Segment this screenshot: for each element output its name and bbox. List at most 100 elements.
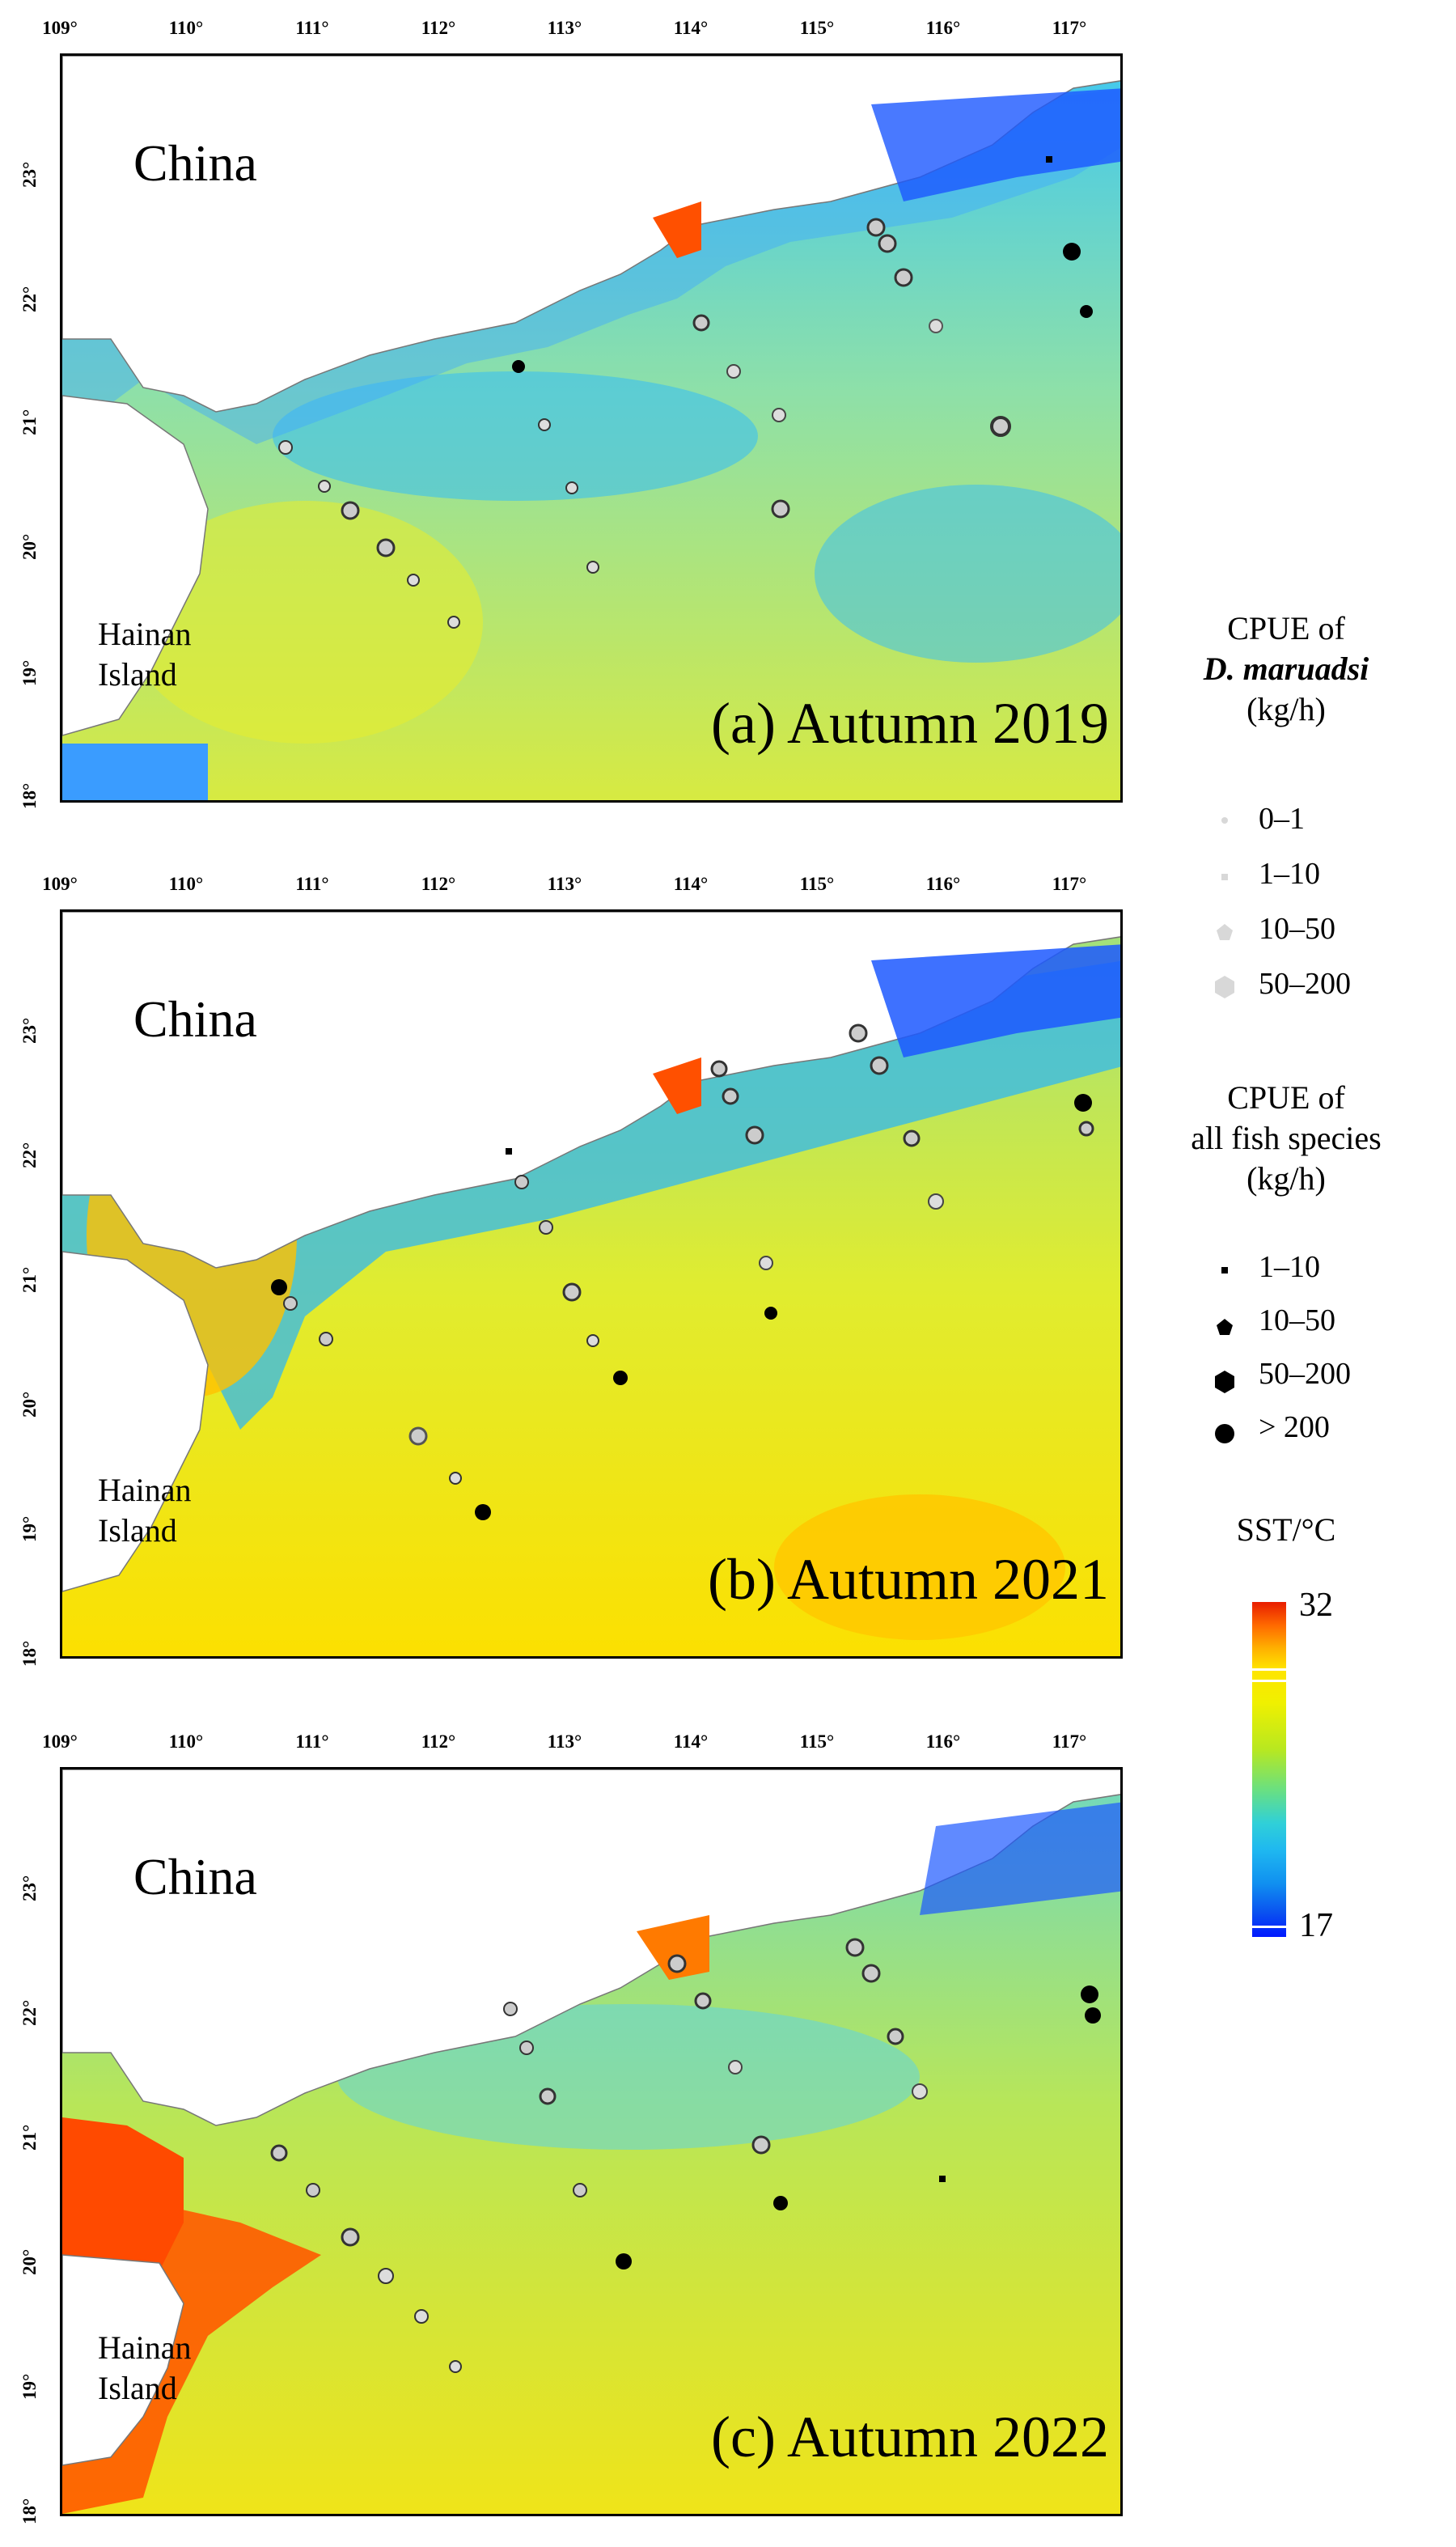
map-panel-a: China Hainan Island (a) Autumn 2019 xyxy=(60,53,1123,803)
station-marker xyxy=(845,1938,865,1957)
lon-label: 113° xyxy=(547,1731,582,1752)
station-marker xyxy=(1080,305,1093,318)
legend-symbol-all-50-200 xyxy=(1215,1371,1234,1393)
station-marker xyxy=(929,319,943,333)
station-marker xyxy=(573,2183,587,2197)
legend-all-class: > 200 xyxy=(1259,1410,1330,1444)
station-marker xyxy=(866,218,886,237)
lon-label: 116° xyxy=(925,1731,961,1752)
lon-label: 114° xyxy=(673,1731,709,1752)
lat-label: 19° xyxy=(19,2373,40,2400)
lon-label: 116° xyxy=(925,874,961,894)
station-marker xyxy=(710,1060,728,1078)
country-label: China xyxy=(133,990,257,1048)
lon-label: 110° xyxy=(168,1731,204,1752)
country-label: China xyxy=(133,134,257,192)
station-marker xyxy=(565,481,578,494)
panel-title: (b) Autumn 2021 xyxy=(708,1547,1109,1612)
lon-label: 110° xyxy=(168,18,204,38)
legend-dm-species: D. maruadsi xyxy=(1203,651,1369,687)
station-marker xyxy=(278,440,293,455)
station-marker xyxy=(722,1087,739,1105)
colorbar-tick xyxy=(1252,1668,1286,1671)
station-marker xyxy=(1074,1094,1092,1112)
lon-label: 112° xyxy=(421,1731,456,1752)
station-marker xyxy=(667,1954,687,1973)
lon-label: 113° xyxy=(547,18,582,38)
station-marker xyxy=(759,1256,773,1270)
station-marker xyxy=(562,1282,582,1302)
island-label: Hainan Island xyxy=(98,1470,192,1551)
lon-label: 115° xyxy=(799,874,835,894)
legend-dm-title: CPUE of D. maruadsi (kg/h) xyxy=(1141,608,1432,730)
station-marker xyxy=(772,408,786,422)
station-marker xyxy=(408,1426,428,1446)
lat-label: 19° xyxy=(19,1515,40,1542)
warm-water-area xyxy=(127,501,483,744)
station-marker xyxy=(616,2253,632,2269)
station-group xyxy=(278,156,1093,629)
island-label-line: Island xyxy=(98,1512,177,1549)
legend-all-class: 1–10 xyxy=(1259,1250,1320,1284)
hainan-leizhou-land xyxy=(62,395,209,736)
lat-label: 18° xyxy=(19,2498,40,2524)
station-marker xyxy=(773,2196,788,2210)
station-marker xyxy=(586,1334,599,1347)
station-marker xyxy=(912,2083,928,2100)
legend-symbol-dm-1-10 xyxy=(1221,874,1228,880)
legend-dm-class: 10–50 xyxy=(1259,912,1335,946)
station-marker xyxy=(318,480,331,493)
legend-symbol-all-over-200 xyxy=(1215,1424,1234,1443)
colorbar-tick xyxy=(1252,1680,1286,1682)
station-marker xyxy=(376,538,396,557)
station-marker xyxy=(512,360,525,373)
panel-title: (c) Autumn 2022 xyxy=(711,2405,1109,2469)
colorbar-tick xyxy=(1252,1926,1286,1928)
lon-label: 112° xyxy=(421,18,456,38)
station-marker xyxy=(613,1371,628,1385)
legend-dm-symbols xyxy=(1215,817,1234,998)
legend-dm-class: 50–200 xyxy=(1259,967,1351,1001)
lat-label: 23° xyxy=(19,1017,40,1044)
station-marker xyxy=(849,1023,868,1043)
lon-label: 115° xyxy=(799,18,835,38)
station-marker xyxy=(449,1472,462,1485)
station-marker xyxy=(283,1296,298,1311)
station-marker xyxy=(414,2309,429,2324)
station-marker xyxy=(894,268,913,287)
legend-symbol-dm-50-200 xyxy=(1215,976,1234,998)
lon-label: 111° xyxy=(295,1731,329,1752)
station-marker xyxy=(887,2028,904,2045)
legend-all-title: CPUE of all fish species (kg/h) xyxy=(1141,1078,1432,1199)
pearl-river-warm-spot xyxy=(653,201,701,258)
cool-current-band xyxy=(62,960,1120,1430)
lon-label: 109° xyxy=(42,18,78,38)
lon-label: 109° xyxy=(42,874,78,894)
station-group xyxy=(271,1023,1094,1520)
station-marker xyxy=(407,574,420,587)
lat-label: 22° xyxy=(19,1142,40,1168)
lon-label: 116° xyxy=(925,18,961,38)
station-marker xyxy=(271,1279,287,1295)
station-group xyxy=(270,1938,1101,2373)
lon-label: 113° xyxy=(547,874,582,894)
station-marker xyxy=(306,2183,320,2197)
station-marker xyxy=(939,2176,946,2182)
island-label: Hainan Island xyxy=(98,2328,192,2409)
hainan-island-land xyxy=(62,2254,184,2466)
station-marker xyxy=(692,314,710,332)
country-label: China xyxy=(133,1848,257,1905)
station-marker xyxy=(771,499,790,519)
lon-label: 111° xyxy=(295,18,329,38)
legend-symbol-dm-0-1 xyxy=(1221,817,1228,824)
station-marker xyxy=(745,1125,764,1145)
cool-water-area xyxy=(815,485,1120,663)
station-marker xyxy=(341,501,360,520)
sst-colorbar xyxy=(1252,1602,1286,1937)
legend-all-title-line: all fish species xyxy=(1191,1120,1382,1156)
legend-dm-class: 1–10 xyxy=(1259,857,1320,891)
station-marker xyxy=(726,364,741,379)
island-label-line: Hainan xyxy=(98,616,192,652)
station-marker xyxy=(539,1220,553,1235)
island-label: Hainan Island xyxy=(98,614,192,695)
